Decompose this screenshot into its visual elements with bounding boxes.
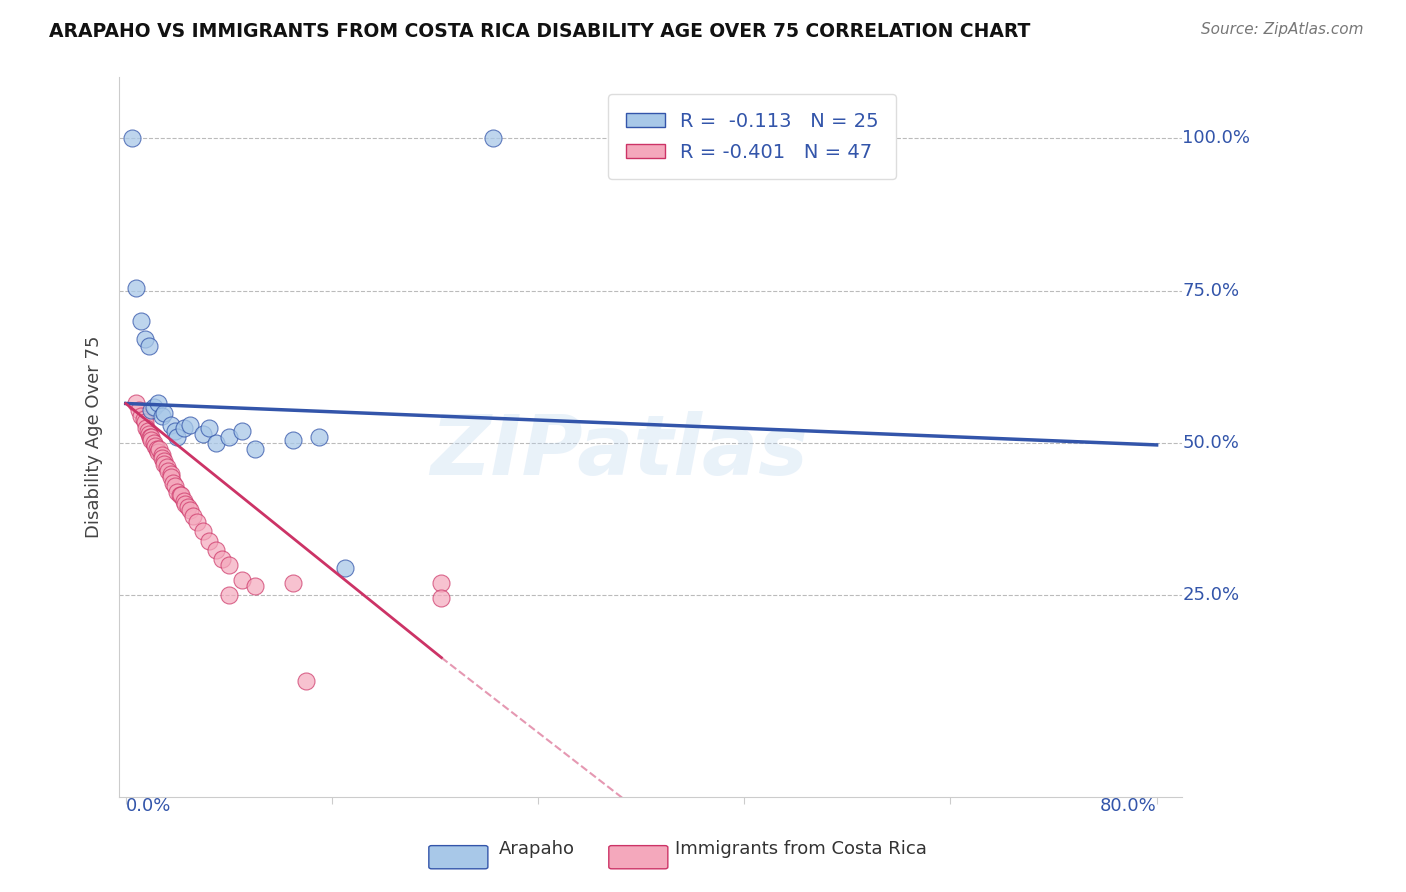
Point [186,516,208,530]
Point [333,561,356,575]
Point [141,430,163,444]
Point [129,409,152,423]
Point [159,469,181,483]
Point [153,406,176,420]
Point [174,497,197,511]
Point [163,479,186,493]
Point [132,411,155,425]
Point [243,442,266,457]
Legend: R =  -0.113   N = 25, R = -0.401   N = 47: R = -0.113 N = 25, R = -0.401 N = 47 [609,95,896,179]
Point [157,463,180,477]
Text: Source: ZipAtlas.com: Source: ZipAtlas.com [1201,22,1364,37]
Point [179,503,201,517]
Text: 25.0%: 25.0% [1182,586,1240,605]
Point [143,436,166,450]
Point [134,415,156,429]
Point [218,558,240,572]
Point [166,430,188,444]
Point [153,458,176,472]
Point [295,673,318,688]
Point [231,573,253,587]
Point [198,533,221,548]
Point [179,417,201,432]
Point [129,314,152,328]
Point [143,400,166,414]
Point [482,131,505,145]
Point [150,451,173,466]
Point [138,426,160,441]
Point [211,552,233,566]
Point [143,439,166,453]
Point [176,500,198,514]
Point [138,338,160,352]
Point [243,579,266,593]
Point [162,475,184,490]
Point [231,424,253,438]
Point [191,426,214,441]
Point [146,396,169,410]
Point [150,409,173,423]
Point [141,402,163,417]
Text: 100.0%: 100.0% [1182,129,1250,147]
Point [166,484,188,499]
Point [156,460,179,475]
Point [135,421,157,435]
Point [146,445,169,459]
Point [139,430,162,444]
Point [218,589,240,603]
Point [169,488,191,502]
Point [283,576,305,591]
Point [159,417,181,432]
Text: Immigrants from Costa Rica: Immigrants from Costa Rica [675,840,927,858]
Point [181,509,204,524]
Point [159,467,181,481]
Text: 0.0%: 0.0% [125,797,172,814]
Text: 80.0%: 80.0% [1099,797,1157,814]
Point [125,281,148,295]
Point [430,576,453,591]
Point [153,454,176,468]
Point [173,494,195,508]
Point [141,433,163,447]
Point [145,442,167,457]
Point [121,131,143,145]
Point [128,402,150,417]
Point [205,436,228,450]
Point [148,442,170,457]
Point [125,396,148,410]
Point [150,448,173,462]
Point [430,591,453,606]
Text: ARAPAHO VS IMMIGRANTS FROM COSTA RICA DISABILITY AGE OVER 75 CORRELATION CHART: ARAPAHO VS IMMIGRANTS FROM COSTA RICA DI… [49,22,1031,41]
Y-axis label: Disability Age Over 75: Disability Age Over 75 [86,335,103,538]
Point [136,424,159,438]
Point [170,488,193,502]
Point [198,421,221,435]
Point [173,421,195,435]
Text: 50.0%: 50.0% [1182,434,1239,452]
Point [218,430,240,444]
Point [283,433,305,447]
Text: 75.0%: 75.0% [1182,282,1240,300]
Point [308,430,330,444]
Text: ZIPatlas: ZIPatlas [430,411,808,491]
Point [191,524,214,539]
Text: Arapaho: Arapaho [499,840,575,858]
Point [134,333,156,347]
Point [205,542,228,557]
Point [163,424,186,438]
